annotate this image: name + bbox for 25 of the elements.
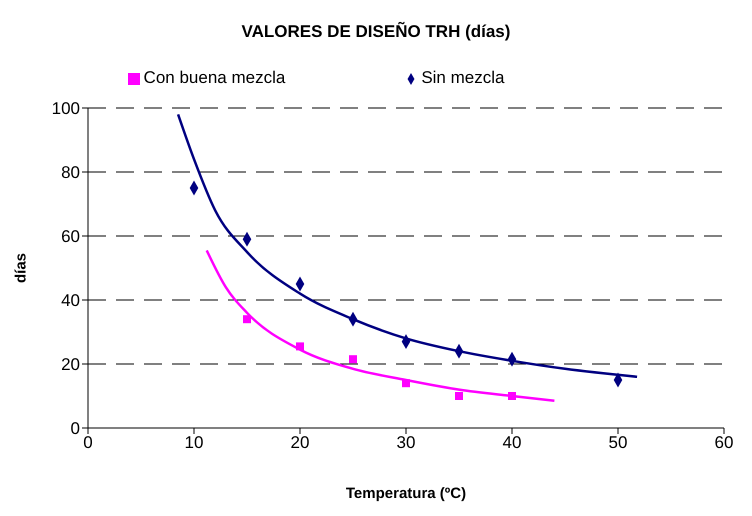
x-tick-label: 30 bbox=[396, 433, 416, 452]
x-tick-label: 40 bbox=[502, 433, 522, 452]
y-tick-label: 80 bbox=[61, 163, 80, 182]
x-tick-label: 10 bbox=[184, 433, 204, 452]
point bbox=[349, 355, 357, 364]
legend-label: Con buena mezcla bbox=[144, 68, 286, 87]
point bbox=[243, 315, 251, 324]
x-tick-label: 0 bbox=[83, 433, 93, 452]
point bbox=[508, 392, 516, 400]
y-tick-label: 100 bbox=[52, 99, 80, 118]
y-axis-title: días bbox=[12, 252, 30, 284]
legend-label: Sin mezcla bbox=[421, 68, 504, 87]
x-tick-label: 20 bbox=[290, 433, 310, 452]
x-axis-title: Temperatura (ºC) bbox=[346, 485, 466, 502]
y-tick-label: 20 bbox=[61, 355, 80, 374]
line-series bbox=[205, 249, 556, 402]
x-tick-label: 50 bbox=[608, 433, 628, 452]
chart-title: VALORES DE DISEÑO TRH (días) bbox=[240, 20, 512, 43]
point bbox=[296, 342, 304, 350]
point bbox=[455, 392, 463, 400]
x-tick-label: 60 bbox=[714, 433, 734, 452]
y-tick-label: 60 bbox=[61, 227, 80, 246]
y-tick-label: 0 bbox=[70, 419, 80, 438]
point bbox=[402, 379, 410, 388]
y-tick-label: 40 bbox=[61, 291, 80, 310]
